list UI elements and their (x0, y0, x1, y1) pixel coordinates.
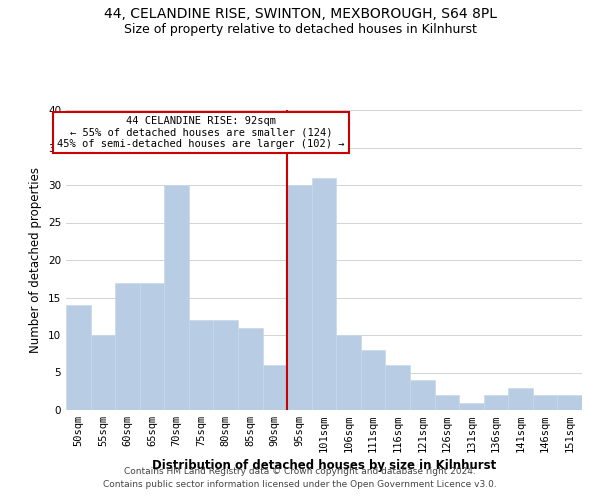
Bar (140, 282, 164, 410)
Bar (312, 178, 336, 410)
Bar (385, 365, 410, 410)
Bar (508, 388, 533, 410)
Text: 44, CELANDINE RISE, SWINTON, MEXBOROUGH, S64 8PL: 44, CELANDINE RISE, SWINTON, MEXBOROUGH,… (104, 8, 497, 22)
Bar (287, 185, 312, 410)
Bar (91, 335, 115, 410)
Bar (484, 395, 508, 410)
Y-axis label: Number of detached properties: Number of detached properties (29, 167, 43, 353)
Bar (336, 335, 361, 410)
Text: 44 CELANDINE RISE: 92sqm
← 55% of detached houses are smaller (124)
45% of semi-: 44 CELANDINE RISE: 92sqm ← 55% of detach… (58, 116, 345, 149)
Bar (533, 395, 557, 410)
Bar (361, 350, 385, 410)
Bar (164, 185, 189, 410)
Bar (238, 328, 263, 410)
Bar (66, 305, 91, 410)
Bar (115, 282, 140, 410)
Bar (263, 365, 287, 410)
Bar (189, 320, 214, 410)
Bar (459, 402, 484, 410)
Bar (214, 320, 238, 410)
Bar (410, 380, 434, 410)
Text: Contains public sector information licensed under the Open Government Licence v3: Contains public sector information licen… (103, 480, 497, 489)
Text: Size of property relative to detached houses in Kilnhurst: Size of property relative to detached ho… (124, 22, 476, 36)
Bar (434, 395, 459, 410)
X-axis label: Distribution of detached houses by size in Kilnhurst: Distribution of detached houses by size … (152, 460, 496, 472)
Text: Contains HM Land Registry data © Crown copyright and database right 2024.: Contains HM Land Registry data © Crown c… (124, 467, 476, 476)
Bar (557, 395, 582, 410)
